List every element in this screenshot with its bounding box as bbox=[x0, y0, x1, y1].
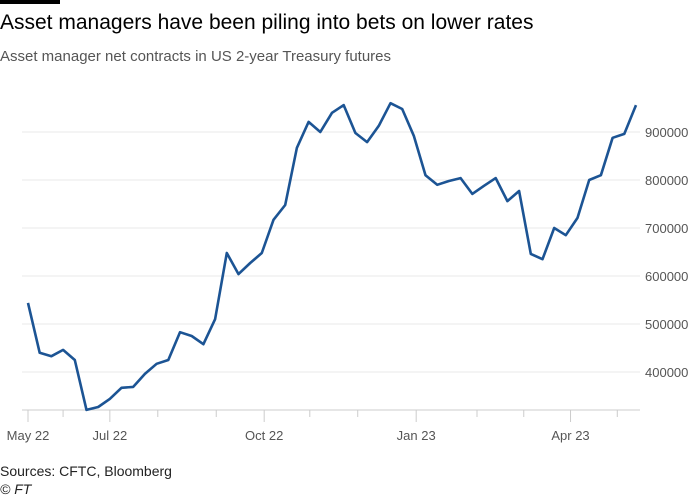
y-tick-label: 800000 bbox=[645, 173, 688, 188]
y-tick-label: 400000 bbox=[645, 365, 688, 380]
x-tick-label: Jul 22 bbox=[92, 428, 127, 443]
line-chart: 400000 500000 600000 700000 800000 900000 May … bbox=[7, 101, 688, 443]
ft-credit: © FT bbox=[0, 481, 32, 497]
y-tick-label: 900000 bbox=[645, 125, 688, 140]
chart-subtitle: Asset manager net contracts in US 2-year… bbox=[0, 48, 392, 65]
x-tick-label: Oct 22 bbox=[245, 428, 283, 443]
series-line bbox=[26, 101, 638, 412]
chart-title: Asset managers have been piling into bet… bbox=[0, 11, 534, 34]
y-tick-label: 700000 bbox=[645, 221, 688, 236]
x-tick-label: May 22 bbox=[7, 428, 50, 443]
ft-brand-bar bbox=[0, 0, 60, 4]
x-tick-label: Apr 23 bbox=[551, 428, 589, 443]
y-tick-label: 600000 bbox=[645, 269, 688, 284]
y-tick-label: 500000 bbox=[645, 317, 688, 332]
source-note: Sources: CFTC, Bloomberg bbox=[0, 463, 172, 479]
x-tick-label: Jan 23 bbox=[397, 428, 436, 443]
